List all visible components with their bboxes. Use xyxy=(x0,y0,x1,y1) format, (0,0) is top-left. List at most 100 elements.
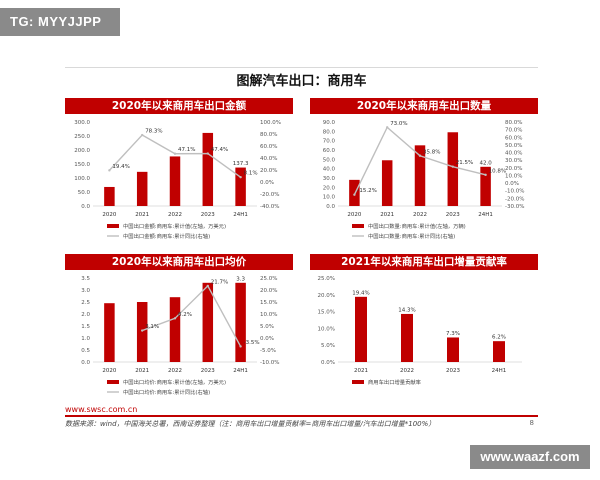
bar xyxy=(349,179,360,206)
x-tick-label: 2022 xyxy=(413,212,427,218)
y-tick-label: 5.0% xyxy=(321,343,335,349)
panel-export-volume: 2020年以来商用车出口数量 0.0 10.0 20.0 30.0 40.0 50.0 60… xyxy=(310,98,538,243)
x-tick-label: 24H1 xyxy=(492,368,507,374)
x-tick-label: 2021 xyxy=(135,368,149,374)
slide: 图解汽车出口：商用车 2020年以来商用车出口金额 0.0 50.0 100.0 15… xyxy=(55,48,548,434)
y2-tick-label: 10.0% xyxy=(260,312,277,318)
y-tick-label: 150.0 xyxy=(74,162,90,168)
chart-export-price: 0.0 0.5 1.0 1.5 2.0 2.5 3.0 3.5 -10.0% -5.0% 0.0% 5… xyxy=(81,276,279,396)
line-data-label: 47.4% xyxy=(211,147,228,153)
y-tick-label: 2.5 xyxy=(81,300,90,306)
series-line xyxy=(141,284,242,347)
x-tick-label: 2021 xyxy=(135,212,149,218)
bar-data-label: 42.0 xyxy=(479,160,492,166)
bar xyxy=(136,302,148,362)
y2-tick-label: 0.0% xyxy=(260,180,274,186)
y2-tick-label: -5.0% xyxy=(260,348,276,354)
bar-data-label: 3.3 xyxy=(236,276,245,282)
y-tick-label: 50.0 xyxy=(78,190,91,196)
line-data-label: -3.5% xyxy=(244,340,260,346)
x-tick-label: 2020 xyxy=(102,212,116,218)
bar xyxy=(202,282,214,362)
line-point xyxy=(173,317,177,320)
y-tick-label: 2.0 xyxy=(81,312,90,318)
y-tick-label: 250.0 xyxy=(74,134,90,140)
x-tick-label: 2022 xyxy=(400,368,414,374)
legend-swatch-bar xyxy=(107,224,119,228)
y-tick-label: 1.5 xyxy=(81,324,90,330)
x-tick-label: 2023 xyxy=(446,212,460,218)
x-tick-label: 2023 xyxy=(201,368,215,374)
line-data-label: -15.2% xyxy=(357,188,376,194)
bar xyxy=(414,145,426,206)
footer-url[interactable]: www.swsc.com.cn xyxy=(65,405,138,414)
y2-tick-label: 80.0% xyxy=(505,120,522,126)
line-point xyxy=(451,165,454,168)
x-tick-label: 2021 xyxy=(380,212,394,218)
legend-entry: 商用车出口增量贡献率 xyxy=(368,378,422,386)
main-title: 图解汽车出口：商用车 xyxy=(236,74,367,89)
y2-tick-label: 0.0% xyxy=(260,336,274,342)
watermark-bottom-right: www.waazf.com xyxy=(470,445,590,469)
line-data-label: 73.0% xyxy=(390,121,407,127)
bar xyxy=(169,297,181,362)
y-tick-label: 20.0 xyxy=(323,185,336,191)
y-tick-label: 3.0 xyxy=(81,288,90,294)
legend-entry: 中国出口均价:商用车:累计同比(右轴) xyxy=(123,388,210,396)
line-data-label: 78.3% xyxy=(145,129,162,135)
chart-title: 2021年以来商用车出口增量贡献率 xyxy=(310,254,538,270)
bar xyxy=(104,303,115,362)
bar xyxy=(169,156,181,206)
y2-tick-label: 70.0% xyxy=(505,128,522,134)
line-point xyxy=(141,133,144,137)
bar xyxy=(480,166,491,206)
y2-tick-label: -20.0% xyxy=(505,196,524,202)
y2-tick-label: 20.0% xyxy=(505,166,522,172)
x-tick-label: 2022 xyxy=(168,368,182,374)
line-data-label: 19.4% xyxy=(112,164,129,170)
y-tick-label: 10.0% xyxy=(318,326,335,332)
x-tick-label: 2023 xyxy=(201,212,215,218)
y2-tick-label: 25.0% xyxy=(260,276,277,282)
page-number: 8 xyxy=(529,419,534,427)
line-data-label: 8.2% xyxy=(178,312,192,318)
footer-divider xyxy=(65,415,538,417)
line-point xyxy=(484,173,487,177)
y2-tick-label: 60.0% xyxy=(505,135,522,141)
y2-tick-label: 0.0% xyxy=(505,181,519,187)
y-tick-label: 50.0 xyxy=(323,157,336,163)
legend-swatch-bar xyxy=(352,380,364,384)
x-tick-label: 2023 xyxy=(446,368,460,374)
y-tick-label: 60.0 xyxy=(323,148,336,154)
watermark-top-left: TG: MYYJJPP xyxy=(0,8,120,36)
x-tick-label: 2022 xyxy=(168,212,182,218)
x-tick-label: 2020 xyxy=(102,368,116,374)
y2-tick-label: -10.0% xyxy=(505,189,524,195)
legend-swatch-bar xyxy=(352,224,364,228)
bar xyxy=(381,160,393,206)
line-data-label: 21.5% xyxy=(456,160,473,166)
y2-tick-label: 30.0% xyxy=(505,158,522,164)
y2-tick-label: -40.0% xyxy=(260,204,279,210)
legend-swatch-bar xyxy=(107,380,119,384)
y-tick-label: 10.0 xyxy=(323,195,336,201)
y-tick-label: 0.0 xyxy=(81,360,90,366)
y-tick-label: 0.0 xyxy=(326,204,335,210)
line-point xyxy=(353,193,356,196)
bar xyxy=(447,132,459,206)
line-point xyxy=(239,175,242,179)
y-tick-label: 200.0 xyxy=(74,148,90,154)
x-tick-label: 24H1 xyxy=(478,212,493,218)
legend-entry: 中国出口数量:商用车:累计值(左轴，万辆) xyxy=(368,222,466,230)
y2-tick-label: -10.0% xyxy=(260,360,279,366)
footer-source: 数据来源：wind，中国海关总署，西南证券整理（注：商用车出口增量贡献率=商用车… xyxy=(65,420,436,428)
line-data-label: 10.8% xyxy=(489,168,506,174)
y2-tick-label: 15.0% xyxy=(260,300,277,306)
top-rule xyxy=(65,67,538,68)
line-data-label: 35.8% xyxy=(423,149,440,155)
line-point xyxy=(173,152,177,155)
line-data-label: 47.1% xyxy=(178,147,195,153)
y2-tick-label: 60.0% xyxy=(260,144,277,150)
y-tick-label: 3.5 xyxy=(81,276,90,282)
bar-data-label: 7.3% xyxy=(446,331,460,337)
